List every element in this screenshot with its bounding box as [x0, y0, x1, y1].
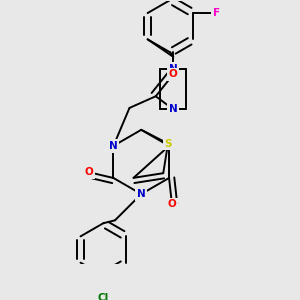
Text: N: N — [137, 189, 146, 199]
Text: N: N — [109, 141, 118, 151]
Text: S: S — [164, 139, 172, 148]
Text: O: O — [168, 199, 176, 209]
Text: O: O — [84, 167, 93, 177]
Text: O: O — [169, 69, 178, 80]
Text: N: N — [169, 104, 178, 114]
Text: F: F — [213, 8, 220, 18]
Text: Cl: Cl — [98, 293, 109, 300]
Text: N: N — [169, 64, 178, 74]
